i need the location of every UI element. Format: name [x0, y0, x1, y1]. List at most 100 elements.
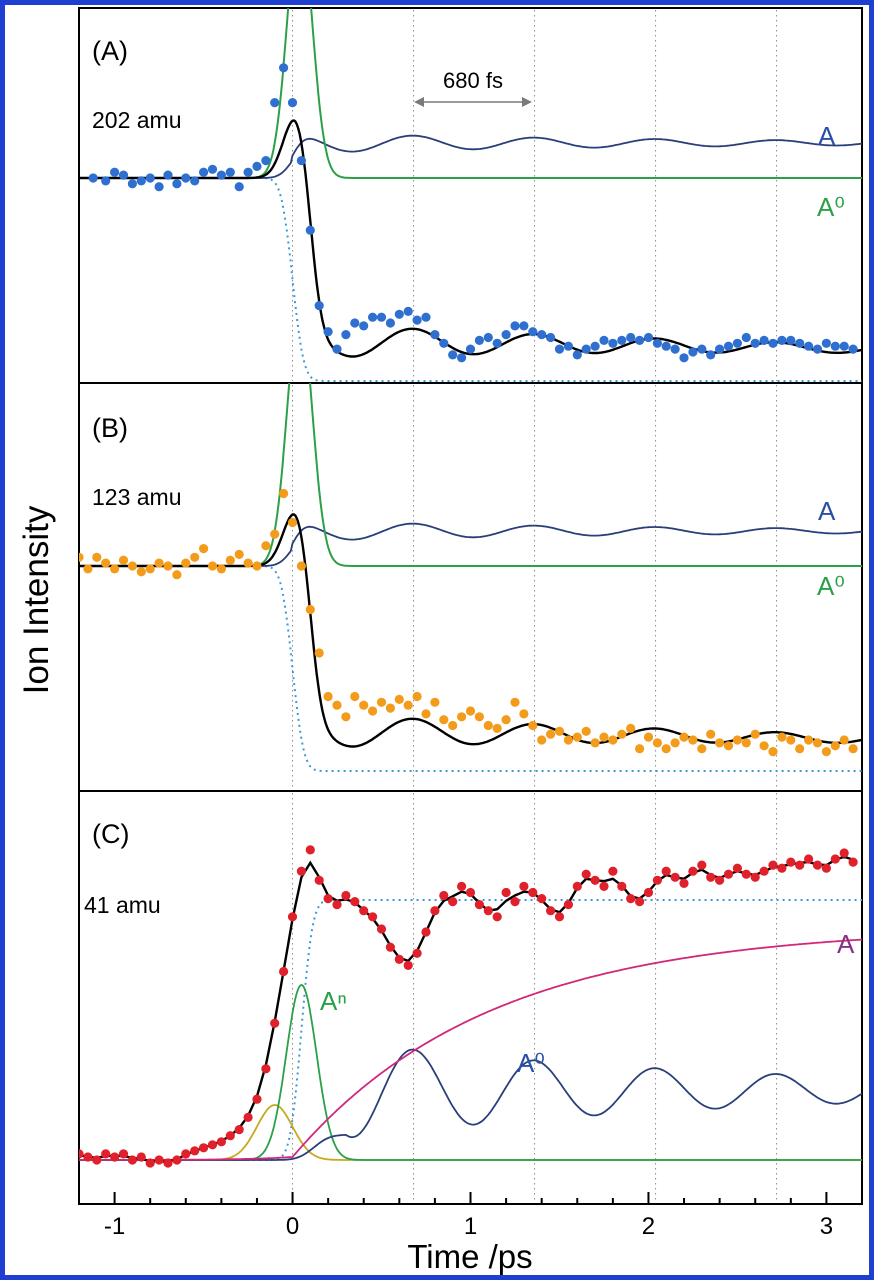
data-point — [118, 555, 129, 565]
data-point — [430, 330, 440, 340]
data-point — [305, 845, 315, 855]
panel-c-curves — [79, 855, 862, 1163]
data-point — [172, 179, 182, 189]
data-point — [786, 857, 796, 867]
data-point — [341, 890, 351, 901]
panel-b-label-A: A — [818, 496, 836, 526]
data-point — [88, 173, 98, 183]
data-point — [350, 318, 360, 328]
data-point — [697, 344, 707, 354]
data-point — [617, 729, 627, 739]
data-point — [287, 912, 298, 922]
data-point — [287, 517, 298, 528]
data-point — [163, 170, 173, 180]
data-point — [679, 732, 689, 742]
data-point — [332, 900, 342, 910]
data-point — [296, 156, 306, 166]
data-point — [519, 709, 529, 719]
y-axis-label: Ion Intensity — [17, 505, 56, 694]
data-point — [635, 744, 645, 754]
data-point — [626, 723, 636, 734]
data-point — [617, 335, 627, 345]
data-point — [368, 312, 378, 322]
panel-a-mass-label: 202 amu — [92, 107, 182, 133]
data-point — [359, 906, 369, 916]
data-point — [706, 872, 716, 882]
data-point — [225, 167, 235, 177]
data-point — [706, 350, 716, 360]
data-point — [287, 98, 298, 108]
period-annotation: 680 fs — [414, 68, 532, 107]
data-point — [741, 869, 751, 879]
data-point — [79, 552, 84, 562]
data-point — [519, 881, 529, 892]
data-point — [777, 732, 787, 742]
data-point — [163, 1158, 173, 1168]
data-point — [216, 564, 226, 574]
panel-b-curves — [79, 383, 862, 772]
data-point — [101, 558, 111, 568]
data-point — [572, 881, 582, 892]
panel-c-grid — [292, 793, 778, 1202]
data-point — [305, 604, 315, 615]
data-point — [199, 544, 209, 554]
data-point — [572, 732, 582, 742]
data-point — [279, 488, 289, 499]
data-point — [492, 912, 502, 922]
data-point — [261, 541, 271, 551]
data-point — [270, 98, 280, 108]
data-point — [723, 341, 734, 351]
data-point — [207, 164, 218, 174]
panel-b-label-A0: A⁰ — [817, 571, 845, 601]
data-point — [421, 312, 431, 322]
x-tick-label: 1 — [464, 1213, 477, 1240]
data-point — [501, 887, 511, 898]
x-axis-label: Time /ps — [407, 1238, 532, 1275]
data-point — [804, 854, 814, 864]
data-point — [839, 848, 849, 858]
data-point — [234, 182, 244, 192]
data-point — [830, 341, 840, 351]
data-point — [323, 691, 333, 702]
data-point — [688, 866, 698, 876]
data-point — [777, 335, 787, 345]
data-point — [234, 1125, 244, 1135]
data-point — [643, 332, 654, 343]
panel-c-label-A0: Aⁿ — [320, 986, 347, 1016]
data-point — [830, 854, 840, 864]
data-point — [581, 344, 591, 354]
panel-c-mass-label: 41 amu — [84, 892, 161, 918]
data-point — [341, 712, 351, 722]
data-point — [110, 167, 120, 177]
data-point — [777, 863, 787, 873]
data-point — [376, 924, 387, 934]
data-point — [546, 332, 556, 343]
data-point — [554, 912, 565, 922]
data-point — [563, 735, 574, 745]
data-point — [457, 353, 467, 363]
data-point — [741, 332, 751, 343]
x-tick-label: 2 — [642, 1213, 655, 1240]
data-point — [154, 558, 164, 568]
component-a-curve — [79, 134, 862, 179]
data-point — [723, 869, 734, 879]
data-point — [786, 335, 796, 345]
panel-c-label: (C) — [92, 819, 129, 849]
data-point — [243, 1112, 253, 1122]
data-point — [181, 173, 191, 183]
data-point — [403, 306, 413, 316]
panel-a-points — [88, 63, 858, 363]
data-point — [643, 732, 654, 742]
data-point — [546, 906, 556, 916]
data-point — [110, 564, 120, 574]
panel-a-label-A: A — [818, 121, 836, 151]
data-point — [715, 738, 725, 748]
x-tick-label: 0 — [286, 1213, 299, 1240]
data-point — [608, 735, 618, 745]
data-point — [421, 709, 431, 719]
data-point — [528, 720, 538, 731]
data-point — [688, 347, 698, 357]
data-point — [608, 866, 618, 876]
data-point — [528, 887, 538, 898]
data-point — [697, 860, 707, 870]
